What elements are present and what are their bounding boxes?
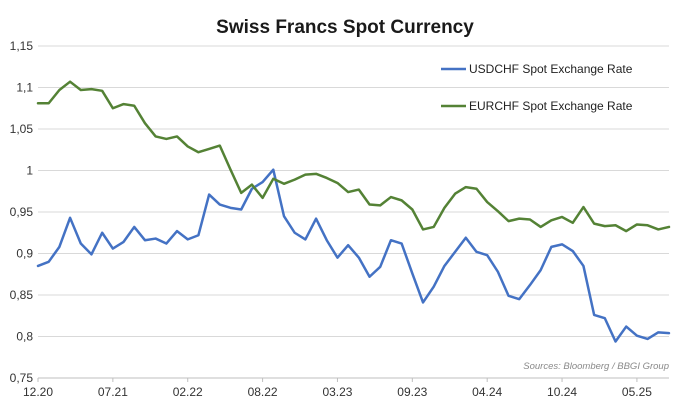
y-tick-label: 0,95 <box>10 205 34 219</box>
x-tick-label: 03.23 <box>322 385 352 399</box>
legend-label: EURCHF Spot Exchange Rate <box>469 99 633 113</box>
x-tick-label: 05.25 <box>622 385 652 399</box>
y-tick-label: 0,8 <box>16 330 33 344</box>
x-tick-label: 12.20 <box>23 385 53 399</box>
series-lines <box>36 80 671 343</box>
y-tick-label: 0,85 <box>10 288 34 302</box>
y-tick-label: 0,9 <box>16 247 33 261</box>
x-tick-label: 04.24 <box>472 385 502 399</box>
legend: USDCHF Spot Exchange Rate EURCHF Spot Exc… <box>441 62 633 113</box>
x-tick-label: 07.21 <box>98 385 128 399</box>
y-tick-label: 1,15 <box>10 39 34 53</box>
y-tick-label: 1,05 <box>10 122 34 136</box>
gridlines <box>38 45 669 337</box>
source-note: Sources: Bloomberg / BBGI Group <box>523 361 669 372</box>
x-tick-label: 10.24 <box>547 385 577 399</box>
axes: 0,75 0,8 0,85 0,9 0,95 1 1,05 1,1 1,15 12.20 07.21… <box>10 39 669 399</box>
x-tick-label: 08.22 <box>248 385 278 399</box>
y-tick-label: 1,1 <box>16 81 33 95</box>
y-tick-label: 1 <box>26 164 33 178</box>
series-line-eurchf <box>36 80 671 233</box>
x-tick-label: 02.22 <box>173 385 203 399</box>
legend-label: USDCHF Spot Exchange Rate <box>469 62 633 76</box>
y-tick-label: 0,75 <box>10 371 34 385</box>
chart-title: Swiss Francs Spot Currency <box>216 17 474 38</box>
series-line-usdchf <box>36 168 671 343</box>
x-tick-label: 09.23 <box>397 385 427 399</box>
